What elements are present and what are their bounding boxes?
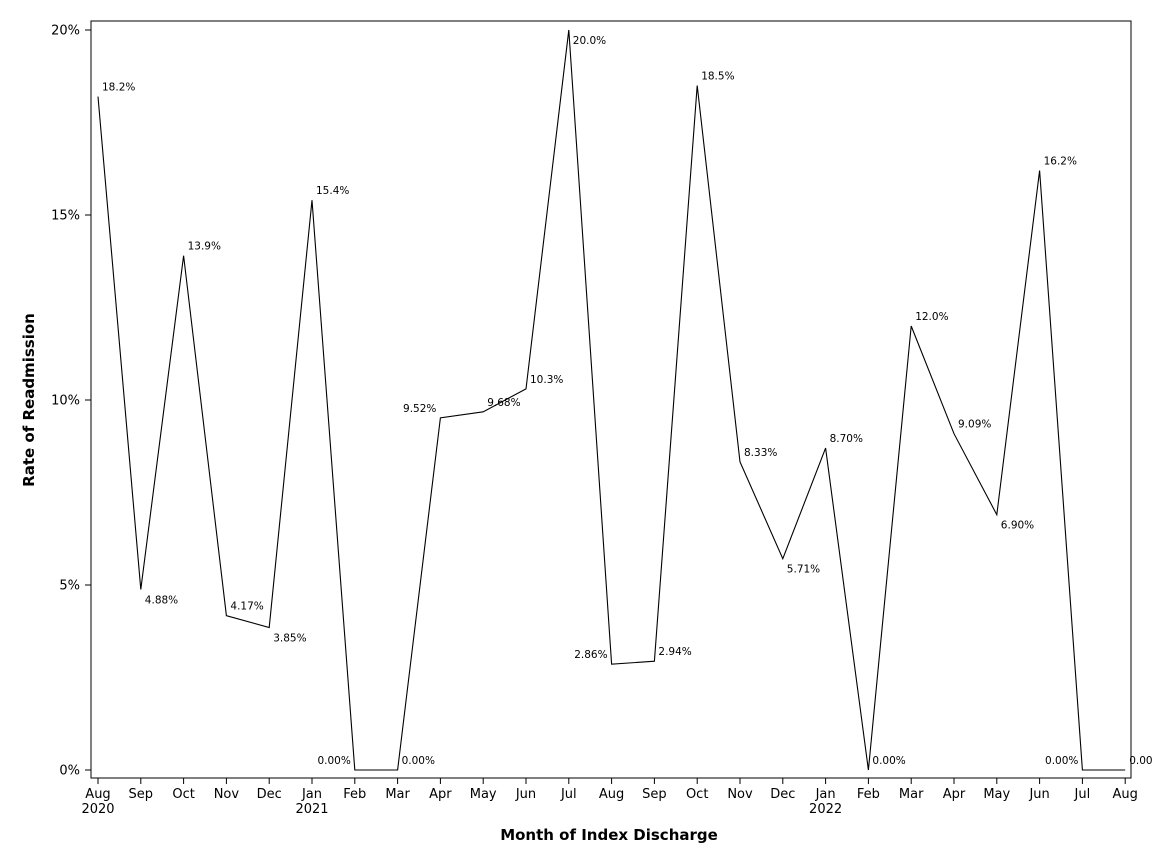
x-tick-label: Aug xyxy=(85,787,110,802)
x-tick-label: Feb xyxy=(343,787,366,802)
data-label: 18.2% xyxy=(102,82,135,94)
x-tick-label: Sep xyxy=(129,787,154,802)
data-label: 20.0% xyxy=(573,35,606,47)
data-label: 0.00% xyxy=(872,755,905,767)
x-tick-label: Jan xyxy=(815,787,836,802)
y-tick-label: 0% xyxy=(59,764,80,779)
data-label: 0.00% xyxy=(402,755,435,767)
x-tick-label: Mar xyxy=(899,787,924,802)
data-label: 15.4% xyxy=(316,185,349,197)
y-axis-title: Rate of Readmission xyxy=(20,313,38,487)
y-tick-label: 20% xyxy=(51,24,80,39)
x-tick-label: Jun xyxy=(515,787,536,802)
data-label: 8.70% xyxy=(830,433,863,445)
data-label: 9.52% xyxy=(403,403,436,415)
data-label: 0.00% xyxy=(1129,755,1152,767)
data-label: 10.3% xyxy=(530,374,563,386)
data-label: 4.17% xyxy=(230,601,263,613)
data-label: 16.2% xyxy=(1044,156,1077,168)
x-tick-label: Apr xyxy=(943,787,966,802)
x-tick-label: Jan xyxy=(301,787,322,802)
x-tick-label: Mar xyxy=(385,787,410,802)
data-label: 18.5% xyxy=(701,71,734,83)
data-label: 12.0% xyxy=(915,311,948,323)
data-label: 0.00% xyxy=(317,755,350,767)
x-tick-label: Aug xyxy=(1113,787,1138,802)
data-label: 4.88% xyxy=(145,594,178,606)
x-tick-label: Apr xyxy=(429,787,452,802)
data-label: 2.94% xyxy=(658,646,691,658)
data-label: 0.00% xyxy=(1045,755,1078,767)
x-tick-label: Nov xyxy=(727,787,753,802)
y-axis: 0% 5% 10% 15% 20% xyxy=(51,24,91,779)
data-labels: 18.2% 4.88% 13.9% 4.17% 3.85% 15.4% 0.00% 0.00%… xyxy=(102,35,1152,767)
series-line-readmission-rate xyxy=(97,29,1126,771)
data-label: 2.86% xyxy=(574,649,607,661)
data-label: 9.09% xyxy=(958,419,991,431)
data-label: 8.33% xyxy=(744,447,777,459)
x-tick-label: Jul xyxy=(560,787,577,802)
x-tick-label: Jul xyxy=(1074,787,1091,802)
x-tick-label: Jun xyxy=(1028,787,1049,802)
x-tick-label: Dec xyxy=(770,787,795,802)
y-tick-label: 5% xyxy=(59,579,80,594)
x-axis: Aug Sep Oct Nov Dec Jan Feb Mar Apr May Jun Jul Aug S… xyxy=(81,778,1138,817)
x-tick-label: May xyxy=(470,787,497,802)
x-tick-label: Nov xyxy=(214,787,240,802)
y-tick-label: 15% xyxy=(51,209,80,224)
data-label: 9.68% xyxy=(487,397,520,409)
x-tick-label: Feb xyxy=(857,787,880,802)
x-year-label: 2021 xyxy=(295,802,328,817)
data-label: 3.85% xyxy=(273,633,306,645)
data-label: 13.9% xyxy=(188,241,221,253)
x-axis-title: Month of Index Discharge xyxy=(500,826,718,844)
x-year-label: 2020 xyxy=(81,802,114,817)
x-tick-label: May xyxy=(983,787,1010,802)
x-tick-label: Aug xyxy=(599,787,624,802)
x-tick-label: Dec xyxy=(257,787,282,802)
x-tick-label: Oct xyxy=(686,787,708,802)
data-label: 5.71% xyxy=(787,564,820,576)
x-tick-label: Oct xyxy=(172,787,194,802)
plot-frame xyxy=(90,20,1132,779)
data-label: 6.90% xyxy=(1001,520,1034,532)
x-tick-label: Sep xyxy=(642,787,667,802)
x-year-label: 2022 xyxy=(809,802,842,817)
y-tick-label: 10% xyxy=(51,394,80,409)
